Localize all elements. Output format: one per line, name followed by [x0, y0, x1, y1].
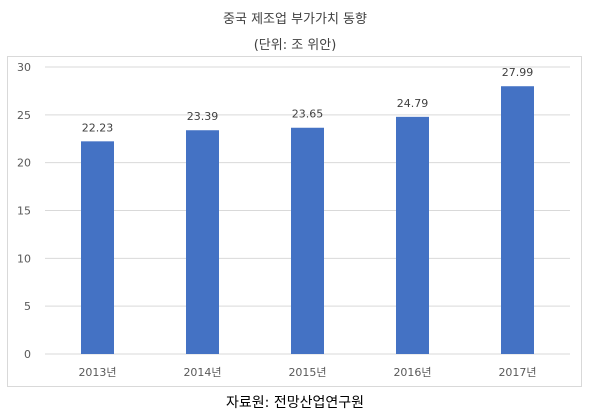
x-tick-label: 2014년 — [183, 366, 221, 379]
x-tick-label: 2017년 — [498, 366, 536, 379]
y-tick-label: 15 — [17, 205, 31, 218]
y-tick-label: 0 — [24, 348, 31, 361]
x-tick-label: 2013년 — [78, 366, 116, 379]
x-tick-label: 2016년 — [393, 366, 431, 379]
source-note: 자료원: 전망산업연구원 — [226, 395, 364, 411]
x-tick-label: 2015년 — [288, 366, 326, 379]
bar — [81, 141, 114, 354]
y-tick-label: 20 — [17, 157, 31, 170]
bar — [291, 127, 324, 354]
y-tick-label: 10 — [17, 252, 31, 265]
bar — [501, 86, 534, 354]
data-label: 24.79 — [397, 97, 429, 110]
chart-subtitle: (단위: 조 위안) — [253, 38, 337, 53]
y-tick-label: 30 — [17, 61, 31, 74]
data-label: 23.65 — [292, 108, 324, 121]
chart-area: 0 5 10 15 20 25 30 22.23 2013년 23.39 2014년 23.65 201… — [7, 56, 582, 387]
bar — [186, 130, 219, 354]
data-label: 22.23 — [82, 121, 114, 134]
data-label: 27.99 — [502, 66, 534, 79]
bar — [396, 116, 429, 354]
y-tick-label: 25 — [17, 109, 31, 122]
bar-chart: 0 5 10 15 20 25 30 22.23 2013년 23.39 2014년 23.65 201… — [17, 61, 570, 379]
data-label: 23.39 — [187, 110, 219, 123]
y-tick-label: 5 — [24, 300, 31, 313]
chart-title: 중국 제조업 부가가치 동향 — [223, 12, 367, 27]
